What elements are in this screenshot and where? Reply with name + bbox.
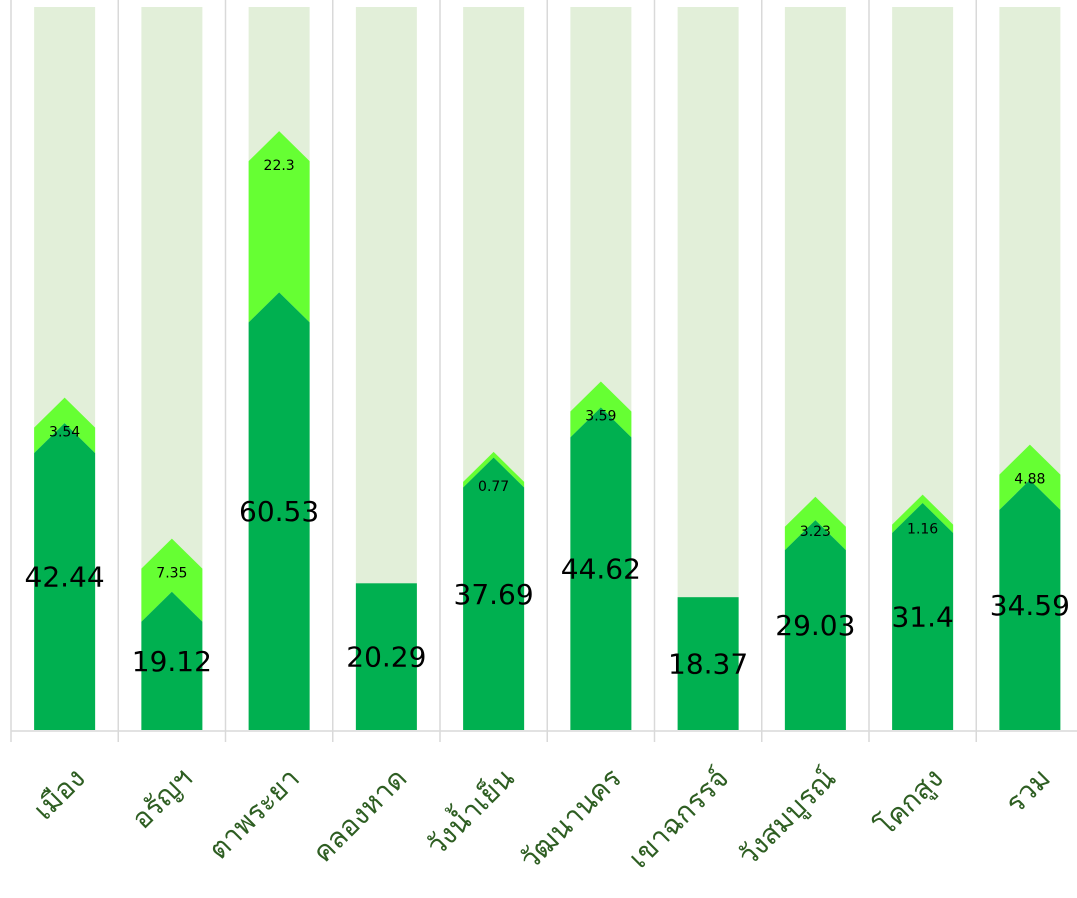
bar-segment-main xyxy=(570,407,632,730)
bar-segment-top xyxy=(570,381,632,438)
category-label: เมือง xyxy=(27,762,92,827)
category-labels: เมือง อรัญฯ ตาพระยา คลองหาด วังน้ำเย็นวัฒนาน… xyxy=(27,759,1057,876)
bar-segment-main xyxy=(34,423,96,730)
category-label: ตาพระยา xyxy=(202,762,306,866)
gridlines xyxy=(10,0,977,742)
category-label: วัฒนานคร xyxy=(513,762,627,876)
data-label-main: 60.53 xyxy=(239,495,319,528)
category-label: วังน้ำเย็น xyxy=(417,759,521,863)
bar-segment-top xyxy=(248,131,310,323)
bar-segment-top xyxy=(892,494,954,533)
data-label-main: 37.69 xyxy=(454,578,534,611)
data-label-top: 7.35 xyxy=(156,566,187,582)
category-label: วังสมบูรณ์ xyxy=(731,762,843,874)
data-label-main: 42.44 xyxy=(25,561,105,594)
category-label: รวม xyxy=(999,762,1057,820)
category-label: เขาฉกรรจ์ xyxy=(622,762,735,875)
data-label-main: 31.4 xyxy=(891,600,953,633)
bar-segment-main xyxy=(248,292,310,730)
bar-segment-main xyxy=(355,583,417,730)
data-label-main: 19.12 xyxy=(132,645,212,678)
bar-segment-main xyxy=(677,597,739,730)
data-label-main: 18.37 xyxy=(668,648,748,681)
bar-segment-main xyxy=(784,520,846,730)
data-label-main: 20.29 xyxy=(346,641,426,674)
data-labels: 3.54 42.44 7.35 19.12 22.3 60.53 20.29 0.77 37.6… xyxy=(25,158,1070,680)
bar-segment-top xyxy=(141,538,203,622)
data-label-top: 3.59 xyxy=(585,408,616,424)
category-label: คลองหาด xyxy=(306,762,413,869)
data-label-top: 0.77 xyxy=(478,479,509,495)
bar-segment-main xyxy=(463,457,525,730)
category-label: โคกสูง xyxy=(869,762,951,844)
bar-segment-top xyxy=(34,397,96,454)
data-label-main: 44.62 xyxy=(561,553,641,586)
data-bars xyxy=(34,131,1061,730)
bar-segment-top xyxy=(999,444,1061,510)
data-label-top: 3.54 xyxy=(49,425,80,441)
data-label-top: 4.88 xyxy=(1014,472,1045,488)
data-label-main: 29.03 xyxy=(775,609,855,642)
data-label-top: 3.23 xyxy=(800,524,831,540)
data-label-top: 1.16 xyxy=(907,522,938,538)
data-label-top: 22.3 xyxy=(264,158,295,174)
bar-segment-main xyxy=(141,591,203,730)
bar-segment-top xyxy=(784,496,846,551)
bar-segment-main xyxy=(892,502,954,730)
data-label-main: 34.59 xyxy=(990,589,1070,622)
bar-segment-main xyxy=(999,479,1061,730)
category-label: อรัญฯ xyxy=(125,762,199,836)
